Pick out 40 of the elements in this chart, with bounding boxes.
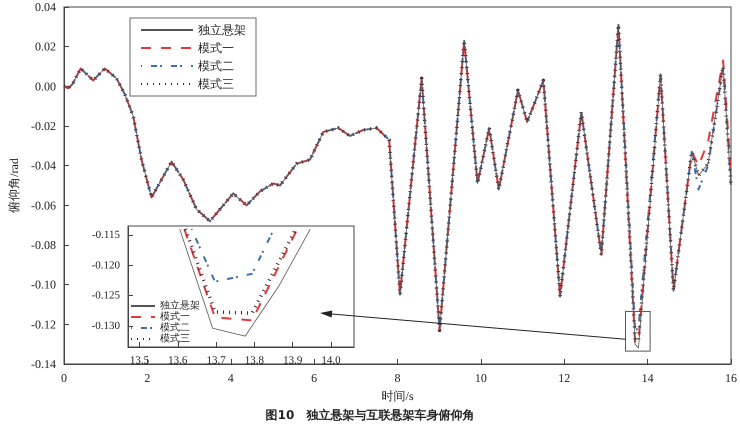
x-tick-label: 6	[311, 371, 318, 385]
x-tick-label: 14.0	[321, 354, 342, 366]
x-tick-label: 4	[228, 371, 234, 385]
y-tick-label: -0.12	[31, 317, 56, 332]
x-tick-label: 13.5	[130, 354, 150, 366]
legend-label: 模式三	[160, 332, 190, 344]
y-tick-label: -0.125	[92, 290, 120, 302]
y-tick-label: -0.115	[92, 229, 120, 242]
y-tick-label: -0.14	[31, 357, 56, 371]
legend-label: 模式二	[198, 59, 234, 73]
text: 图10 独立悬架与互联悬架车身俯仰角	[266, 408, 474, 422]
legend-label: 独立悬架	[198, 23, 246, 37]
y-tick-label: -0.02	[31, 119, 56, 133]
x-tick-label: 13.8	[244, 354, 265, 366]
x-tick-label: 14	[642, 371, 654, 385]
legend-label: 模式三	[198, 77, 234, 91]
legend-label: 模式一	[198, 41, 234, 55]
y-tick-label: 0.02	[35, 40, 56, 54]
legend-label: 独立悬架	[160, 300, 200, 312]
x-tick-label: 13.9	[283, 354, 303, 366]
x-tick-label: 12	[558, 371, 570, 385]
legend-label: 模式二	[160, 322, 190, 334]
y-tick-label: -0.120	[92, 259, 120, 272]
y-axis-title: 俯仰角/rad	[7, 158, 21, 213]
x-axis-title: 时间/s	[381, 389, 414, 403]
x-tick-label: 16	[725, 371, 737, 385]
y-tick-label: -0.130	[92, 320, 120, 332]
x-tick-label: 13.6	[168, 354, 188, 366]
legend-label: 模式一	[160, 310, 190, 322]
y-tick-label: -0.04	[31, 158, 56, 173]
y-tick-label: 0.00	[35, 79, 56, 94]
x-tick-label: 0	[61, 371, 67, 385]
y-tick-label: -0.06	[31, 198, 56, 212]
y-tick-label: -0.10	[31, 278, 56, 292]
y-tick-label: 0.04	[35, 0, 56, 14]
y-tick-label: -0.08	[31, 238, 56, 252]
x-tick-label: 2	[144, 371, 150, 385]
x-tick-label: 10	[474, 371, 487, 385]
x-tick-label: 8	[394, 371, 400, 385]
x-tick-label: 13.7	[206, 354, 226, 366]
